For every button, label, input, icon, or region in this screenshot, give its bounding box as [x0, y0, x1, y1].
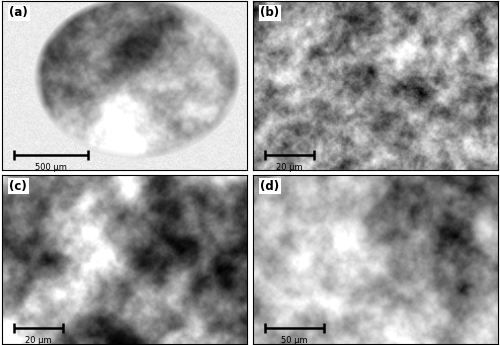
Text: (a): (a) — [10, 7, 28, 19]
Text: (c): (c) — [10, 180, 27, 193]
Text: 20 μm: 20 μm — [26, 336, 52, 345]
Text: 20 μm: 20 μm — [276, 163, 303, 172]
Text: 500 μm: 500 μm — [35, 163, 67, 172]
Text: (b): (b) — [260, 7, 280, 19]
Text: 50 μm: 50 μm — [282, 336, 308, 345]
Text: (d): (d) — [260, 180, 280, 193]
